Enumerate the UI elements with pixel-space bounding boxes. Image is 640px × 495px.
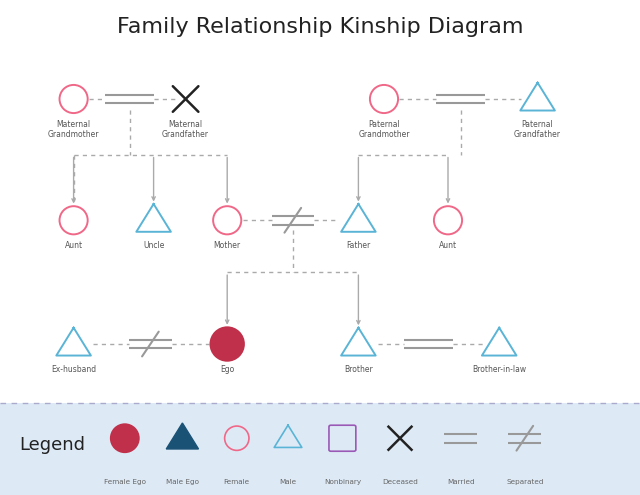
Polygon shape: [166, 423, 198, 449]
Text: Aunt: Aunt: [65, 241, 83, 250]
Text: Female: Female: [224, 479, 250, 485]
Text: Mother: Mother: [214, 241, 241, 250]
FancyBboxPatch shape: [0, 403, 640, 495]
Ellipse shape: [211, 327, 244, 361]
Text: Aunt: Aunt: [439, 241, 457, 250]
Text: Maternal
Grandfather: Maternal Grandfather: [162, 120, 209, 139]
Text: Family Relationship Kinship Diagram: Family Relationship Kinship Diagram: [116, 17, 524, 37]
Text: Uncle: Uncle: [143, 241, 164, 250]
Text: Ego: Ego: [220, 365, 234, 374]
Text: Paternal
Grandfather: Paternal Grandfather: [514, 120, 561, 139]
Text: Married: Married: [447, 479, 475, 485]
Text: Legend: Legend: [19, 436, 85, 453]
Text: Deceased: Deceased: [382, 479, 418, 485]
Text: Male Ego: Male Ego: [166, 479, 199, 485]
Text: Separated: Separated: [506, 479, 543, 485]
Text: Maternal
Grandmother: Maternal Grandmother: [48, 120, 99, 139]
Text: Ex-husband: Ex-husband: [51, 365, 96, 374]
Text: Nonbinary: Nonbinary: [324, 479, 361, 485]
Text: Brother-in-law: Brother-in-law: [472, 365, 526, 374]
Text: Male: Male: [280, 479, 296, 485]
Ellipse shape: [111, 424, 139, 452]
Text: Brother: Brother: [344, 365, 372, 374]
Text: Female Ego: Female Ego: [104, 479, 146, 485]
Text: Paternal
Grandmother: Paternal Grandmother: [358, 120, 410, 139]
Text: Father: Father: [346, 241, 371, 250]
